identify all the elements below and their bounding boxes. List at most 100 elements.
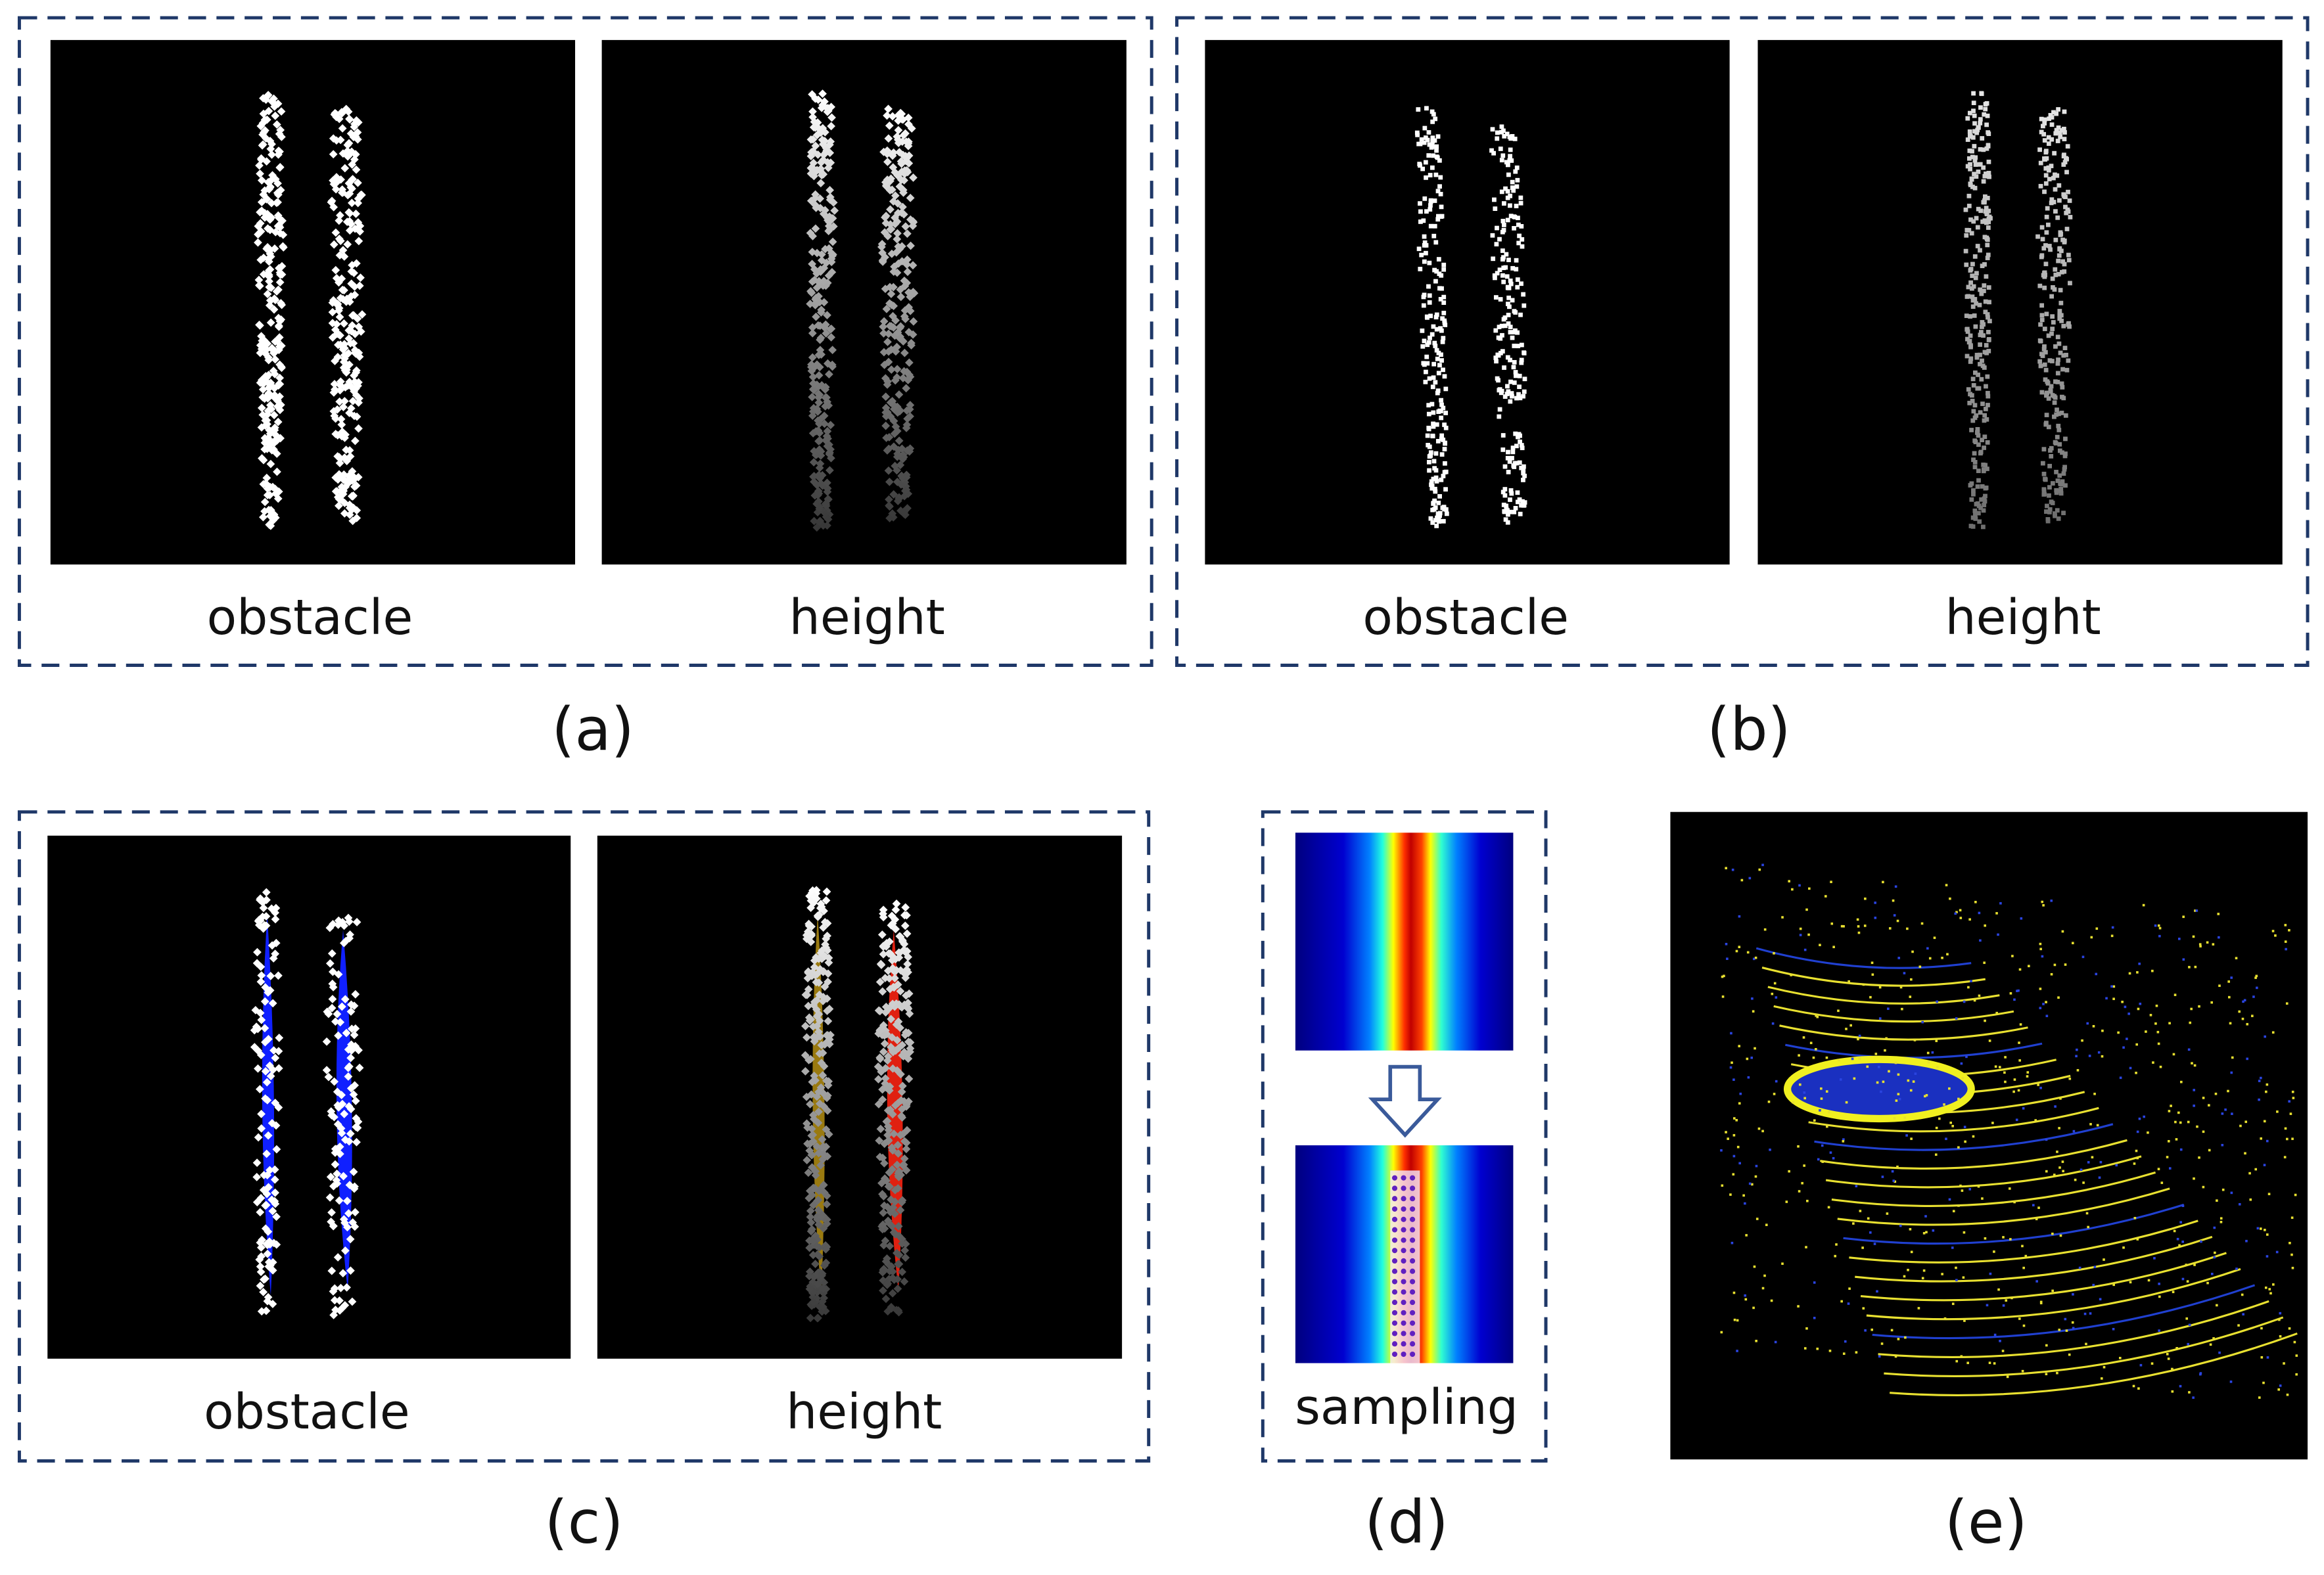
point bbox=[1512, 359, 1517, 365]
point bbox=[1978, 330, 1984, 334]
point bbox=[335, 306, 343, 315]
point bbox=[1982, 112, 1987, 117]
point bbox=[2053, 267, 2058, 272]
point bbox=[257, 154, 266, 163]
point bbox=[1519, 503, 1524, 508]
point bbox=[2058, 487, 2064, 491]
point bbox=[1493, 275, 1497, 281]
point bbox=[1508, 357, 1512, 363]
cloud-point bbox=[2189, 1021, 2192, 1024]
cloud-point bbox=[2242, 1000, 2244, 1003]
cloud-point bbox=[2010, 1296, 2013, 1300]
cloud-point bbox=[1878, 1355, 1881, 1358]
point bbox=[331, 414, 340, 423]
point bbox=[2065, 144, 2070, 149]
scan-line bbox=[1878, 1300, 2269, 1359]
point bbox=[2043, 181, 2049, 186]
cloud-point bbox=[1771, 992, 1774, 995]
cloud-point bbox=[2062, 1170, 2064, 1173]
point bbox=[338, 188, 347, 197]
cloud-point bbox=[2249, 1198, 2252, 1201]
sample-dot bbox=[1391, 1341, 1398, 1347]
cloud-point bbox=[2061, 930, 2064, 933]
point bbox=[1977, 519, 1982, 524]
point bbox=[275, 278, 285, 286]
cloud-point bbox=[1979, 939, 1982, 942]
point bbox=[1968, 524, 1974, 528]
cloud-point bbox=[2216, 1199, 2218, 1202]
point bbox=[2042, 189, 2047, 194]
point bbox=[267, 445, 277, 455]
point bbox=[1495, 352, 1500, 357]
cloud-point bbox=[2147, 1279, 2150, 1282]
point bbox=[256, 170, 264, 178]
point bbox=[1982, 218, 1987, 223]
cloud-point bbox=[1842, 1352, 1846, 1355]
point bbox=[1978, 117, 1983, 122]
cloud-point bbox=[2085, 1212, 2089, 1215]
point bbox=[1508, 497, 1512, 502]
cloud-point bbox=[2269, 1292, 2272, 1295]
point bbox=[266, 225, 275, 235]
point bbox=[2039, 317, 2045, 323]
point bbox=[338, 124, 347, 133]
cloud-point bbox=[1871, 973, 1874, 976]
point bbox=[265, 277, 273, 286]
point bbox=[1429, 479, 1434, 484]
cloud-point bbox=[2017, 989, 2020, 992]
cloud-point bbox=[1803, 948, 1807, 951]
cloud-point bbox=[1832, 1156, 1835, 1160]
point bbox=[1505, 455, 1510, 461]
streak-points bbox=[250, 888, 364, 1319]
image-label: obstacle bbox=[207, 589, 413, 646]
point bbox=[1520, 499, 1525, 504]
point bbox=[1499, 189, 1504, 194]
point bbox=[2041, 487, 2047, 492]
point bbox=[279, 242, 287, 251]
cloud-point bbox=[2020, 917, 2023, 920]
point bbox=[272, 436, 281, 445]
cloud-point bbox=[2133, 1216, 2137, 1220]
cloud-point bbox=[2095, 972, 2098, 976]
point bbox=[1498, 147, 1503, 151]
cloud-point bbox=[2056, 1371, 2058, 1375]
point bbox=[1982, 262, 1987, 267]
cloud-point bbox=[2202, 1130, 2205, 1133]
cloud-point bbox=[2256, 986, 2258, 990]
cloud-point bbox=[2021, 1244, 2024, 1248]
cloud-point bbox=[1788, 880, 1790, 882]
sample-dot bbox=[1401, 1237, 1406, 1243]
point bbox=[1428, 516, 1433, 521]
cloud-point bbox=[1922, 1269, 1926, 1272]
cloud-point bbox=[2135, 1043, 2138, 1046]
point bbox=[2063, 204, 2068, 210]
cloud-point bbox=[2216, 1304, 2218, 1307]
cloud-point bbox=[1961, 1076, 1964, 1080]
cloud-point bbox=[2243, 999, 2246, 1002]
point bbox=[1433, 451, 1439, 456]
sample-dot bbox=[1410, 1206, 1416, 1212]
point bbox=[1422, 140, 1427, 145]
point bbox=[1978, 342, 1982, 347]
cloud-point bbox=[2168, 1110, 2171, 1112]
cloud-point bbox=[2002, 1304, 2005, 1307]
image-label: height bbox=[789, 589, 945, 646]
point bbox=[2047, 463, 2053, 468]
point bbox=[1433, 489, 1438, 494]
point bbox=[2041, 346, 2047, 352]
cloud-point bbox=[1732, 1133, 1736, 1137]
sample-dot bbox=[1410, 1279, 1416, 1285]
point bbox=[2041, 447, 2047, 452]
point bbox=[1506, 470, 1511, 474]
cloud-point bbox=[1856, 918, 1859, 921]
cloud-point bbox=[2004, 1056, 2007, 1059]
scan-line bbox=[1825, 1155, 2142, 1189]
cloud-point bbox=[2072, 1327, 2075, 1330]
point bbox=[2039, 116, 2044, 122]
cloud-point bbox=[1755, 1340, 1757, 1342]
point bbox=[2062, 269, 2067, 274]
point bbox=[1426, 130, 1431, 135]
point bbox=[1986, 330, 1991, 334]
point bbox=[275, 373, 285, 382]
cloud-point bbox=[1963, 1319, 1966, 1322]
